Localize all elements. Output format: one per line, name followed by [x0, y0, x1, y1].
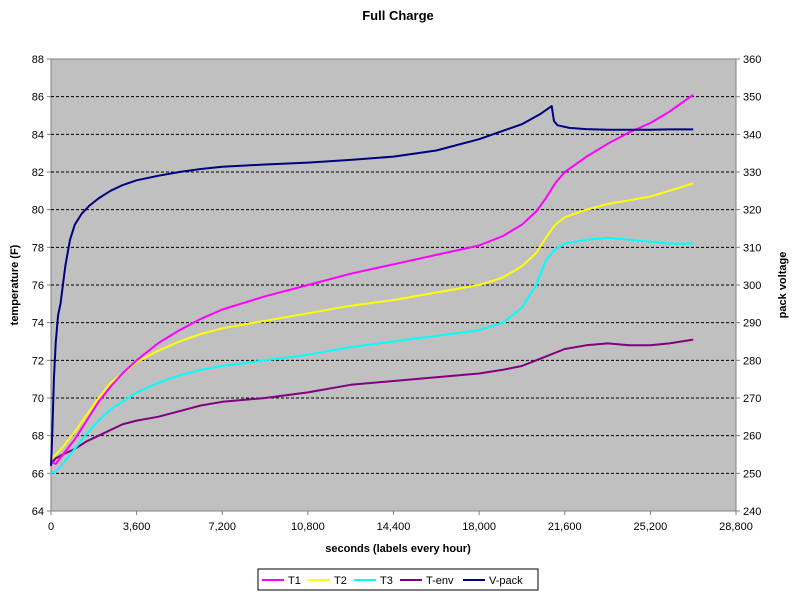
y-tick-label: 64	[32, 506, 44, 518]
y2-tick-label: 240	[743, 506, 761, 518]
series-line-v-pack	[50, 105, 694, 466]
series-lines	[50, 93, 694, 475]
x-tick-label: 14,400	[377, 521, 411, 533]
x-tick-label: 10,800	[291, 521, 325, 533]
y-tick-label: 84	[32, 129, 44, 141]
series-line-t1	[50, 93, 694, 465]
y-tick-label: 78	[32, 242, 44, 254]
x-tick-label: 0	[48, 521, 54, 533]
legend-label-t2: T2	[334, 575, 347, 587]
y2-tick-label: 280	[743, 355, 761, 367]
y-tick-label: 74	[32, 318, 44, 330]
legend-box	[257, 568, 539, 591]
y-tick-label: 66	[32, 468, 44, 480]
series-line-t3	[50, 236, 694, 475]
y2-tick-label: 260	[743, 431, 761, 443]
y-tick-label: 70	[32, 393, 44, 405]
y2-tick-label: 250	[743, 468, 761, 480]
left-axis-ticks: 64 66 68 70 72 74 76 78 80 82 84 86 88	[32, 54, 51, 518]
legend-label-t-env: T-env	[426, 575, 454, 587]
x-tick-label: 7,200	[208, 521, 236, 533]
y-tick-label: 80	[32, 205, 44, 217]
x-tick-label: 25,200	[634, 521, 668, 533]
y-axis-title: temperature (F)	[9, 244, 21, 325]
y2-axis-title: pack voltage	[777, 252, 789, 319]
legend-label-v-pack: V-pack	[489, 575, 523, 587]
x-tick-label: 18,000	[462, 521, 496, 533]
x-tick-label: 28,800	[719, 521, 753, 533]
legend: T1 T2 T3 T-env V-pack	[257, 568, 539, 591]
x-tick-label: 21,600	[548, 521, 582, 533]
legend-label-t3: T3	[380, 575, 393, 587]
series-line-t-env	[50, 338, 694, 465]
y-tick-label: 86	[32, 92, 44, 104]
x-axis-title: seconds (labels every hour)	[325, 543, 471, 555]
y2-tick-label: 310	[743, 242, 761, 254]
y2-tick-label: 290	[743, 318, 761, 330]
series-line-t2	[50, 182, 694, 460]
y-tick-label: 88	[32, 54, 44, 66]
y2-tick-label: 350	[743, 92, 761, 104]
y-tick-label: 68	[32, 431, 44, 443]
y2-tick-label: 330	[743, 167, 761, 179]
right-axis-ticks: 240 250 260 270 280 290 300 310 320 330 340 350 360	[736, 54, 761, 518]
y-tick-label: 82	[32, 167, 44, 179]
y2-tick-label: 300	[743, 280, 761, 292]
y2-tick-label: 320	[743, 205, 761, 217]
y-tick-label: 72	[32, 355, 44, 367]
grid-lines	[51, 96, 736, 474]
y2-tick-label: 360	[743, 54, 761, 66]
chart-title: Full Charge	[362, 8, 434, 23]
x-tick-label: 3,600	[123, 521, 151, 533]
y2-tick-label: 270	[743, 393, 761, 405]
y-tick-label: 76	[32, 280, 44, 292]
x-axis-ticks: 0 3,600 7,200 10,800 14,400 18,000 21,600 25,20…	[48, 511, 753, 533]
legend-label-t1: T1	[288, 575, 301, 587]
y2-tick-label: 340	[743, 129, 761, 141]
